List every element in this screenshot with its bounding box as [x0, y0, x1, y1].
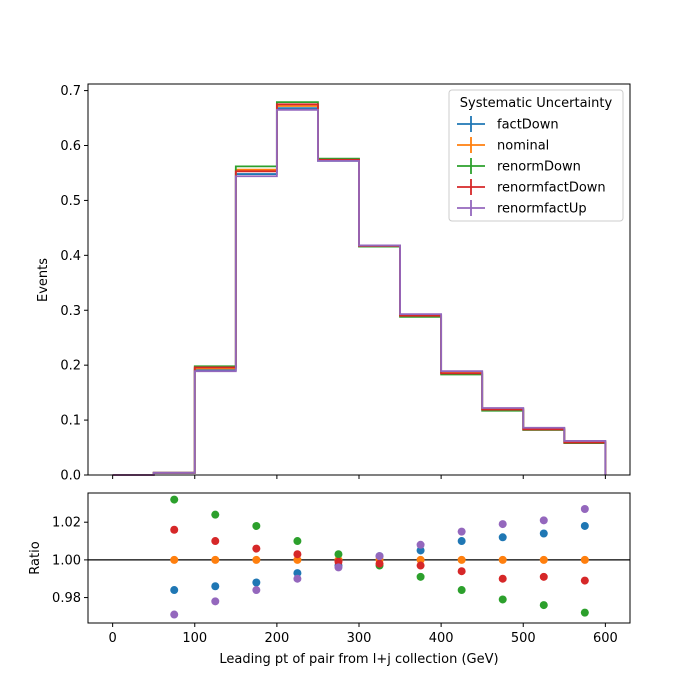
- ratio-point-nominal: [252, 555, 261, 564]
- ratio-point-renormDown: [539, 601, 548, 610]
- ratio-point-factDown: [416, 546, 425, 555]
- ratio-x-tick-label: 100: [182, 631, 207, 646]
- ratio-point-renormDown: [498, 595, 507, 604]
- ratio-point-renormfactUp: [416, 540, 425, 549]
- legend-box: [448, 89, 624, 222]
- ratio-y-tick-label: 0.98: [52, 591, 81, 606]
- events-panel: 0.0 0.1 0.2 0.3 0.4 0.5 0.6 0.7 Events Systemat…: [36, 83, 631, 484]
- ratio-point-renormfactDown: [293, 550, 302, 559]
- ratio-point-nominal: [580, 555, 589, 564]
- events-y-tick-label: 0.5: [60, 194, 81, 209]
- ratio-x-axis-label: Leading pt of pair from l+j collection (…: [219, 652, 498, 667]
- ratio-point-factDown: [539, 529, 548, 538]
- ratio-point-renormDown: [457, 586, 466, 595]
- ratio-point-renormfactDown: [498, 574, 507, 583]
- events-y-axis-label: Events: [36, 258, 51, 302]
- ratio-point-renormfactDown: [457, 567, 466, 576]
- events-y-tick-label: 0.2: [60, 359, 81, 374]
- ratio-point-renormfactDown: [580, 576, 589, 585]
- ratio-x-ticks: 0 100 200 300 400 500 600: [108, 623, 618, 646]
- legend-title: Systematic Uncertainty: [460, 96, 613, 111]
- ratio-point-renormDown: [416, 572, 425, 581]
- ratio-point-renormfactUp: [293, 574, 302, 583]
- ratio-point-renormfactUp: [170, 610, 179, 619]
- ratio-panel: 0.98 1.00 1.02 0 100 200 300 400 500 600 Ratio L…: [28, 492, 631, 667]
- events-x-ticks: [112, 475, 606, 479]
- ratio-point-renormfactUp: [375, 552, 384, 561]
- histogram-step-renormfactUp: [112, 108, 607, 476]
- ratio-x-tick-label: 600: [593, 631, 618, 646]
- ratio-point-factDown: [457, 537, 466, 546]
- events-plot-area: [112, 101, 607, 476]
- ratio-point-renormDown: [170, 495, 179, 504]
- ratio-point-renormDown: [211, 510, 220, 519]
- legend-label-renormfactDown: renormfactDown: [497, 181, 606, 196]
- events-y-tick-label: 0.6: [60, 139, 81, 154]
- ratio-point-nominal: [293, 555, 302, 564]
- ratio-y-ticks: 0.98 1.00 1.02: [52, 516, 88, 606]
- ratio-point-renormfactDown: [375, 559, 384, 568]
- events-y-tick-label: 0.3: [60, 304, 81, 319]
- ratio-y-tick-label: 1.00: [52, 553, 81, 568]
- ratio-plot-area: [88, 495, 630, 619]
- ratio-point-factDown: [170, 586, 179, 595]
- ratio-point-renormfactDown: [334, 557, 343, 566]
- ratio-point-nominal: [539, 555, 548, 564]
- ratio-point-renormfactUp: [457, 527, 466, 536]
- ratio-point-renormfactUp: [539, 516, 548, 525]
- ratio-x-tick-label: 500: [511, 631, 536, 646]
- ratio-point-factDown: [580, 521, 589, 530]
- ratio-point-renormfactUp: [211, 597, 220, 606]
- ratio-point-renormfactDown: [539, 572, 548, 581]
- ratio-x-tick-label: 200: [264, 631, 289, 646]
- events-y-tick-label: 0.4: [60, 249, 81, 264]
- ratio-x-tick-label: 0: [108, 631, 116, 646]
- events-y-tick-label: 0.7: [60, 84, 81, 99]
- ratio-point-renormfactUp: [498, 520, 507, 529]
- events-y-tick-label: 0.1: [60, 414, 81, 429]
- ratio-point-renormfactDown: [416, 561, 425, 570]
- legend-label-factDown: factDown: [497, 118, 559, 133]
- ratio-point-renormfactDown: [170, 525, 179, 534]
- events-y-ticks: 0.0 0.1 0.2 0.3 0.4 0.5 0.6 0.7: [60, 84, 88, 484]
- ratio-axes-frame: [87, 492, 631, 624]
- ratio-point-nominal: [170, 555, 179, 564]
- legend-label-renormDown: renormDown: [497, 160, 581, 175]
- ratio-point-renormfactUp: [580, 505, 589, 514]
- ratio-axes-background: [88, 493, 630, 623]
- ratio-point-nominal: [498, 555, 507, 564]
- ratio-point-renormfactUp: [252, 586, 261, 595]
- legend: Systematic Uncertainty factDown nominal re…: [448, 89, 624, 222]
- ratio-point-factDown: [293, 569, 302, 578]
- ratio-point-renormfactDown: [252, 544, 261, 553]
- ratio-point-renormDown: [334, 550, 343, 559]
- ratio-point-renormDown: [293, 537, 302, 546]
- ratio-point-renormfactUp: [334, 563, 343, 572]
- ratio-point-nominal: [457, 555, 466, 564]
- ratio-point-factDown: [498, 533, 507, 542]
- legend-label-renormfactUp: renormfactUp: [497, 202, 587, 217]
- legend-label-nominal: nominal: [497, 139, 549, 154]
- ratio-point-renormDown: [252, 521, 261, 530]
- ratio-point-nominal: [211, 555, 220, 564]
- legend-items: factDown nominal renormDown renormfactDown r…: [457, 116, 606, 217]
- ratio-point-factDown: [252, 578, 261, 587]
- ratio-x-tick-label: 300: [347, 631, 372, 646]
- ratio-y-axis-label: Ratio: [28, 541, 43, 574]
- ratio-point-nominal: [416, 555, 425, 564]
- ratio-point-factDown: [211, 582, 220, 591]
- events-axes-frame: [87, 83, 631, 476]
- ratio-point-renormDown: [580, 608, 589, 617]
- ratio-x-tick-label: 400: [429, 631, 454, 646]
- events-y-tick-label: 0.0: [60, 469, 81, 484]
- ratio-y-tick-label: 1.02: [52, 516, 81, 531]
- ratio-point-renormfactDown: [211, 537, 220, 546]
